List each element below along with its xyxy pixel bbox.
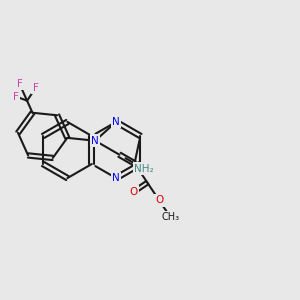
Text: F: F — [17, 79, 22, 89]
Text: F: F — [33, 83, 39, 93]
Text: O: O — [155, 196, 164, 206]
Text: F: F — [13, 92, 19, 102]
Text: N: N — [112, 173, 120, 183]
Text: CH₃: CH₃ — [161, 212, 179, 222]
Text: N: N — [91, 136, 99, 146]
Text: NH₂: NH₂ — [134, 164, 154, 174]
Text: O: O — [130, 187, 138, 197]
Text: N: N — [112, 117, 120, 127]
